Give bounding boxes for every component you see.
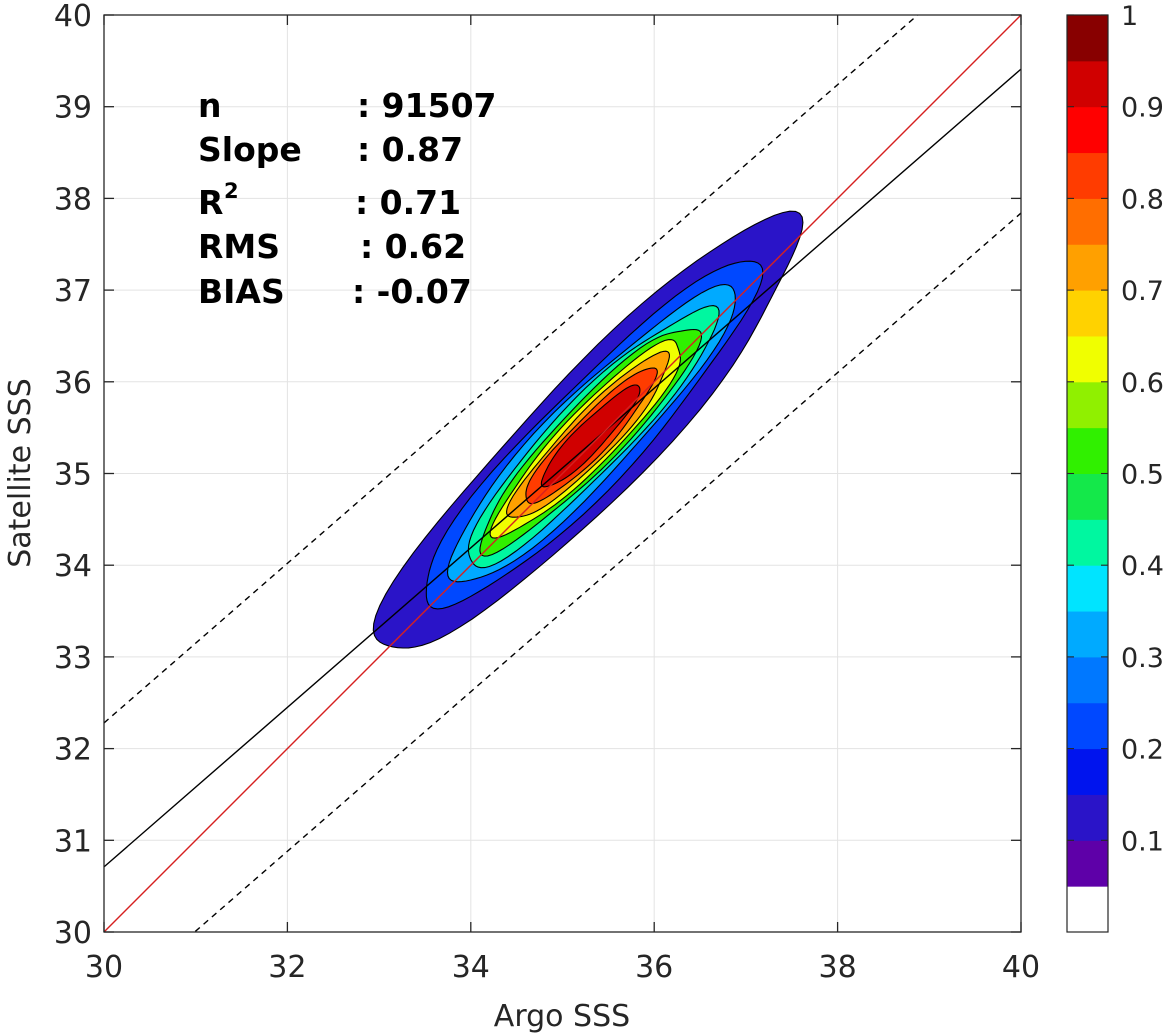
colorbar-tick-label: 0.6 — [1121, 368, 1164, 399]
colorbar-segment — [1067, 794, 1108, 841]
y-tick-label: 30 — [54, 916, 92, 951]
colorbar-segment — [1067, 473, 1108, 520]
colorbar-segment — [1067, 60, 1108, 108]
colorbar-segment — [1067, 656, 1108, 704]
colorbar-segment — [1067, 381, 1108, 429]
colorbar-tick-label: 0.1 — [1121, 826, 1164, 857]
colorbar-segment — [1067, 290, 1108, 337]
colorbar-segment — [1067, 152, 1108, 199]
colorbar-segment — [1067, 15, 1108, 62]
y-tick-label: 32 — [54, 733, 92, 768]
fit-line — [104, 68, 1021, 868]
reference-lines — [104, 15, 1021, 932]
x-tick-label: 32 — [268, 950, 306, 985]
axis-ticks — [103, 14, 1022, 933]
x-tick-label: 34 — [452, 950, 490, 985]
y-tick-label: 39 — [54, 91, 92, 126]
y-tick-label: 40 — [54, 0, 92, 34]
colorbar-tick-label: 0.4 — [1121, 551, 1164, 582]
y-tick-label: 36 — [54, 366, 92, 401]
colorbar-segment — [1067, 886, 1108, 933]
x-tick-labels: 30 32 34 36 38 40 — [85, 950, 1040, 985]
colorbar-tick-label: 1 — [1121, 1, 1138, 32]
colorbar-segment — [1067, 244, 1108, 291]
y-tick-label: 34 — [54, 549, 92, 584]
stat-label: BIAS — [198, 272, 285, 311]
stat-label: Slope — [198, 130, 302, 169]
colorbar-tick-label: 0.7 — [1121, 276, 1164, 307]
x-tick-label: 30 — [85, 950, 123, 985]
stat-value: : 91507 — [357, 86, 497, 125]
x-tick-label: 36 — [635, 950, 673, 985]
colorbar-segment — [1067, 840, 1108, 887]
y-axis-label: Satellite SSS — [3, 378, 38, 568]
colorbar — [1066, 14, 1109, 933]
stat-label: R — [198, 183, 223, 222]
colorbar-segment — [1067, 427, 1108, 474]
colorbar-segment — [1067, 519, 1108, 566]
density-contours — [372, 210, 804, 649]
stat-value: : 0.87 — [357, 130, 463, 169]
colorbar-tick-label: 0.2 — [1121, 735, 1164, 766]
colorbar-tick-labels: 0.1 0.2 0.3 0.4 0.5 0.6 0.7 0.8 0.9 1 — [1121, 1, 1164, 857]
colorbar-segment — [1067, 611, 1108, 658]
colorbar-segment — [1067, 748, 1108, 795]
y-tick-label: 38 — [54, 182, 92, 217]
stat-label-superscript: 2 — [224, 179, 239, 203]
stat-value: : -0.07 — [352, 272, 472, 311]
fit-upper-line — [104, 15, 919, 724]
x-tick-label: 40 — [1002, 950, 1040, 985]
colorbar-segment — [1067, 565, 1108, 612]
y-tick-label: 35 — [54, 458, 92, 493]
stat-label: RMS — [198, 227, 280, 266]
y-tick-label: 37 — [54, 274, 92, 309]
y-tick-label: 31 — [54, 824, 92, 859]
x-axis-label: Argo SSS — [494, 999, 630, 1034]
one-to-one-line — [104, 15, 1021, 932]
colorbar-tick-label: 0.8 — [1121, 184, 1164, 215]
colorbar-segment — [1067, 198, 1108, 245]
colorbar-segment — [1067, 106, 1108, 154]
fit-lower-line — [193, 212, 1021, 932]
y-tick-label: 33 — [54, 641, 92, 676]
colorbar-tick-label: 0.9 — [1121, 93, 1164, 124]
grid — [103, 14, 1022, 933]
colorbar-tick-label: 0.3 — [1121, 643, 1164, 674]
y-tick-labels: 30 31 32 33 34 35 36 37 38 39 40 — [54, 0, 92, 951]
x-tick-label: 38 — [819, 950, 857, 985]
colorbar-tick-label: 0.5 — [1121, 460, 1164, 491]
statistics-annotation: n : 91507 Slope : 0.87 R 2 : 0.71 RMS : 0.62 BIAS… — [198, 86, 497, 311]
stat-value: : 0.62 — [360, 227, 466, 266]
colorbar-segment — [1067, 335, 1108, 383]
colorbar-segment — [1067, 702, 1108, 750]
stat-value: : 0.71 — [355, 183, 461, 222]
stat-label: n — [198, 86, 222, 125]
